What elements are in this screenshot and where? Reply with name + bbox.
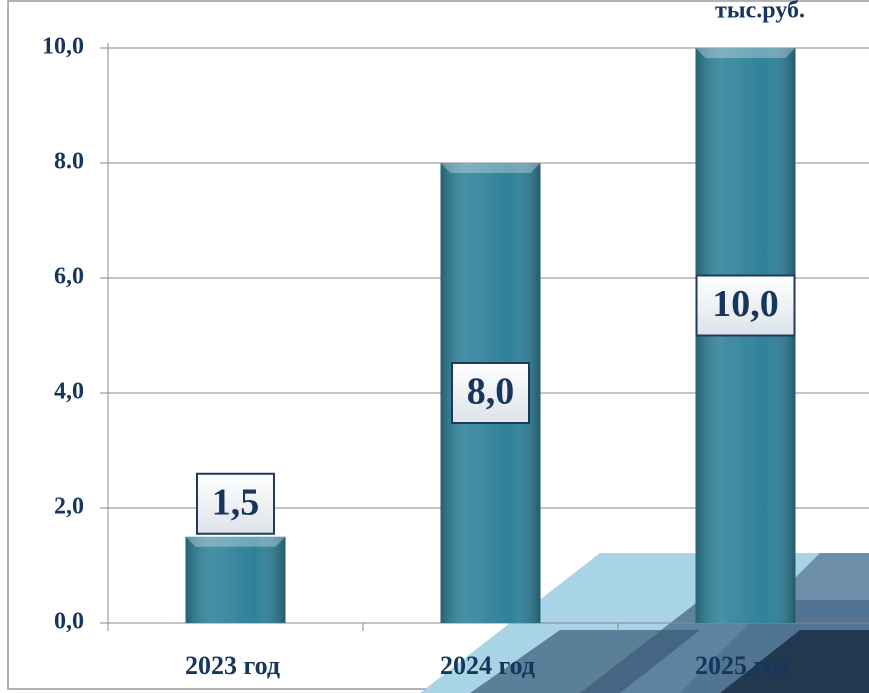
y-tick-label: 10,0 bbox=[42, 34, 84, 60]
bar-bevel bbox=[440, 163, 541, 173]
value-label: 8,0 bbox=[467, 371, 515, 413]
bar-bevel bbox=[185, 536, 286, 547]
bar-bevel bbox=[695, 48, 796, 58]
value-label-box bbox=[451, 362, 530, 424]
y-tick-label: 2,0 bbox=[54, 494, 84, 520]
y-tick-label: 4,0 bbox=[54, 379, 84, 405]
y-tick-label: 6,0 bbox=[54, 264, 84, 290]
value-label: 10,0 bbox=[712, 283, 779, 325]
unit-label: тыс.руб. bbox=[715, 0, 805, 24]
x-tick-label: 2025 год bbox=[695, 651, 790, 680]
y-tick-label: 0,0 bbox=[54, 609, 84, 635]
y-tick-label: 8.0 bbox=[54, 149, 84, 175]
value-label-box bbox=[196, 472, 275, 535]
bar-sheen bbox=[185, 536, 286, 623]
value-label-box bbox=[695, 274, 796, 337]
x-tick-label: 2023 год bbox=[185, 651, 280, 680]
x-tick-label: 2024 год bbox=[440, 651, 535, 680]
value-label: 1,5 bbox=[212, 481, 260, 523]
